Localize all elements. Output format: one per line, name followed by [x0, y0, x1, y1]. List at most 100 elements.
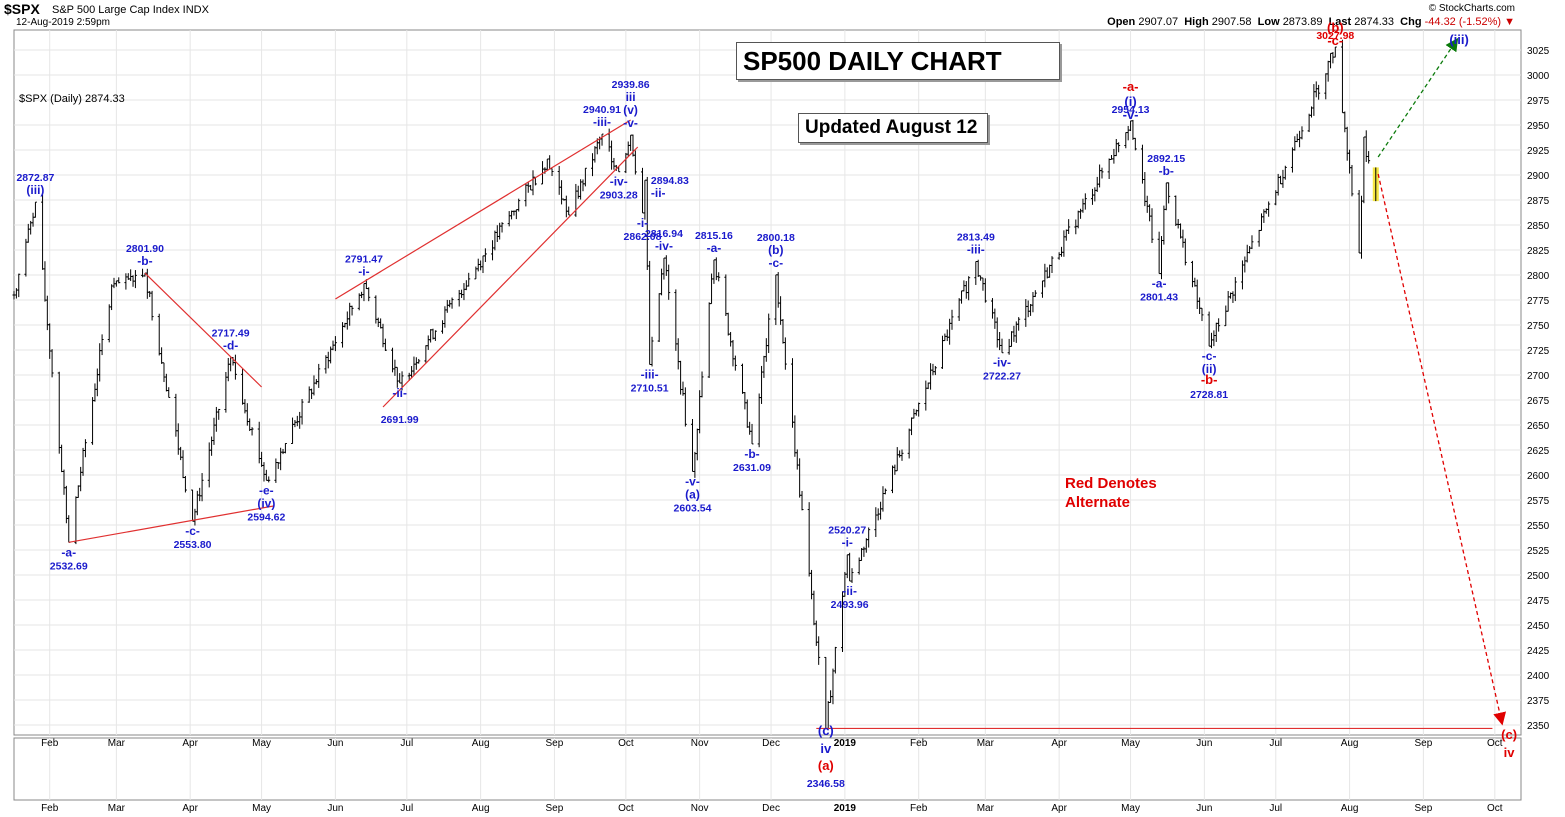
- y-tick-label: 2925: [1527, 146, 1550, 157]
- wave-label: -b-: [1159, 164, 1174, 178]
- down-triangle-icon: ▼: [1504, 16, 1515, 28]
- wave-label-extra: iv: [820, 741, 832, 756]
- wave-label: 2553.80: [174, 539, 212, 551]
- y-tick-label: 2775: [1527, 296, 1550, 307]
- wave-label: 2631.09: [733, 462, 771, 474]
- x-tick-label: Mar: [108, 738, 126, 749]
- low-value: 2873.89: [1282, 16, 1323, 28]
- y-tick-label: 2950: [1527, 121, 1550, 132]
- trendline: [144, 272, 263, 388]
- wave-label-extra: -v-: [1123, 107, 1139, 122]
- wave-label: 2791.47: [345, 254, 383, 266]
- x-tick-label: Jul: [400, 738, 413, 749]
- x-tick-label-lower: Oct: [618, 803, 634, 814]
- wave-label: (ii): [1202, 362, 1217, 376]
- trendline: [68, 505, 274, 543]
- x-tick-label-lower: Aug: [472, 803, 490, 814]
- lower-panel: [13, 737, 1522, 801]
- updated-note: Updated August 12: [798, 113, 988, 143]
- x-tick-label: 2019: [834, 738, 857, 749]
- wave-label: (iii): [26, 183, 44, 197]
- projection-arrow: [1377, 37, 1459, 158]
- x-tick-label: May: [1121, 738, 1140, 749]
- y-tick-label: 2600: [1527, 471, 1550, 482]
- y-tick-label: 2900: [1527, 171, 1550, 182]
- x-tick-label: Mar: [977, 738, 995, 749]
- wave-label-extra: -b-: [1201, 372, 1218, 387]
- y-tick-label: 2425: [1527, 646, 1550, 657]
- wave-label: -ii-: [392, 386, 407, 400]
- x-tick-label-lower: Oct: [1487, 803, 1503, 814]
- wave-label: 2815.16: [695, 230, 733, 242]
- x-tick-label-lower: May: [1121, 803, 1140, 814]
- x-tick-label-lower: Jul: [1269, 803, 1282, 814]
- symbol: $SPX: [4, 1, 40, 17]
- wave-label: 2722.27: [983, 371, 1021, 383]
- chg-value: -44.32 (-1.52%): [1424, 16, 1502, 28]
- y-tick-label: 2700: [1527, 371, 1550, 382]
- wave-label: -c-: [185, 524, 200, 538]
- y-tick-label: 2650: [1527, 421, 1550, 432]
- wave-label: 2710.51: [631, 382, 669, 394]
- wave-label: 2939.86: [612, 79, 650, 91]
- chg-label: Chg: [1400, 16, 1422, 28]
- wave-label-extra: -c-: [1327, 33, 1343, 48]
- wave-label: (v): [623, 103, 638, 117]
- wave-label: 3027.98: [1316, 30, 1354, 42]
- alternate-note: Red Denotes Alternate: [1065, 474, 1157, 512]
- y-tick-label: 2575: [1527, 496, 1550, 507]
- x-tick-label: Dec: [762, 738, 780, 749]
- wave-label: -c-: [768, 256, 783, 270]
- y-tick-label: 2350: [1527, 721, 1550, 732]
- wave-label: -a-: [61, 545, 76, 559]
- wave-label-extra: iv: [1504, 745, 1516, 760]
- wave-label: -i-: [637, 216, 648, 230]
- y-tick-label: 3025: [1527, 46, 1550, 57]
- x-tick-label-lower: 2019: [834, 803, 857, 814]
- wave-label: -i-: [358, 265, 369, 279]
- ohlc-readout: Open 2907.07 High 2907.58 Low 2873.89 La…: [1107, 16, 1515, 28]
- wave-label-extra: (c): [818, 723, 834, 738]
- wave-label: 2954.13: [1112, 104, 1150, 116]
- last-value: 2874.33: [1354, 16, 1395, 28]
- y-tick-label: 2500: [1527, 571, 1550, 582]
- wave-label: iii: [626, 90, 636, 104]
- x-tick-label: Sep: [1414, 738, 1432, 749]
- wave-label: -a-: [707, 241, 722, 255]
- wave-label: -iii-: [967, 243, 985, 257]
- y-tick-label: 2475: [1527, 596, 1550, 607]
- x-tick-label: Apr: [1051, 738, 1067, 749]
- wave-label: 2862.08: [624, 231, 662, 243]
- y-tick-label: 2550: [1527, 521, 1550, 532]
- y-tick-label: 2975: [1527, 96, 1550, 107]
- wave-label: -b-: [744, 447, 759, 461]
- y-tick-label: 2675: [1527, 396, 1550, 407]
- series-label: $SPX (Daily) 2874.33: [19, 93, 125, 105]
- x-tick-label: Jun: [1196, 738, 1212, 749]
- trendline: [335, 119, 631, 300]
- wave-label-extra: -a-: [1123, 79, 1139, 94]
- projection-arrow: [1377, 173, 1507, 726]
- open-label: Open: [1107, 16, 1136, 28]
- wave-label-extra: (iii): [1449, 32, 1469, 47]
- wave-label: 2816.94: [645, 228, 683, 240]
- alternate-note-line-2: Alternate: [1065, 494, 1131, 511]
- wave-label: 2603.54: [674, 502, 712, 514]
- x-tick-label: Oct: [1487, 738, 1503, 749]
- x-tick-label-lower: Sep: [546, 803, 564, 814]
- high-label: High: [1184, 16, 1209, 28]
- x-tick-label-lower: Aug: [1341, 803, 1359, 814]
- wave-label: (b): [768, 243, 783, 257]
- wave-label: -iv-: [610, 175, 628, 189]
- last-label: Last: [1328, 16, 1352, 28]
- wave-label: (a): [685, 487, 700, 501]
- wave-label-extra: (i): [1124, 94, 1136, 109]
- wave-label: -v-: [623, 116, 638, 130]
- x-tick-label-lower: Jun: [1196, 803, 1212, 814]
- x-tick-label-lower: Feb: [41, 803, 59, 814]
- x-tick-label: Apr: [182, 738, 198, 749]
- chart-title: SP500 DAILY CHART: [736, 42, 1060, 80]
- high-value: 2907.58: [1211, 16, 1252, 28]
- x-tick-label: Jul: [1269, 738, 1282, 749]
